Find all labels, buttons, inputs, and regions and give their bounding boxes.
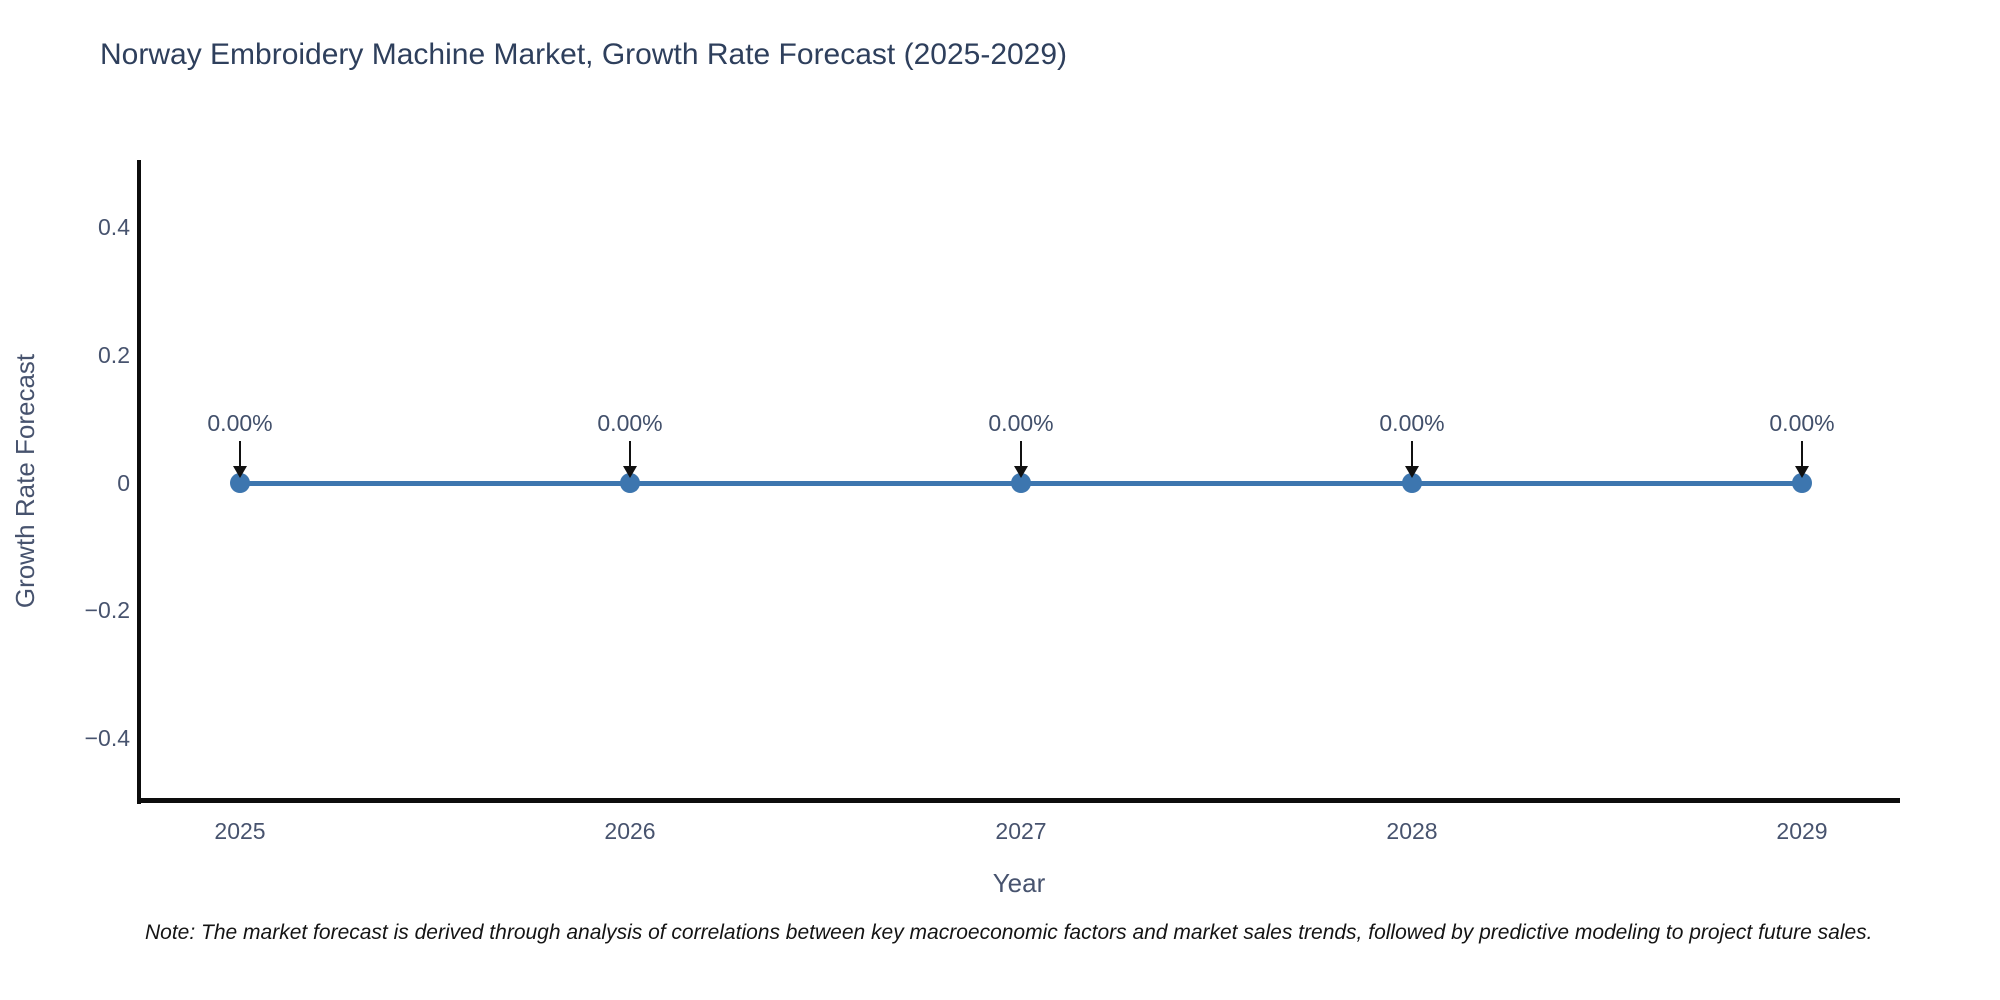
data-point-marker (1011, 473, 1031, 493)
x-tick-label: 2029 (1776, 818, 1828, 844)
y-tick-label: 0 (117, 470, 130, 496)
annotation-label: 0.00% (1769, 410, 1835, 436)
y-tick-label: −0.4 (84, 725, 130, 751)
y-tick-label: −0.2 (84, 597, 130, 623)
x-tick-label: 2025 (214, 818, 266, 844)
x-axis-line (137, 798, 1900, 803)
y-tick-label: 0.4 (98, 214, 130, 240)
annotation-arrow-head-icon (1405, 466, 1419, 478)
annotation-arrow-stem (1411, 441, 1413, 467)
annotation-arrow-stem (1801, 441, 1803, 467)
annotation-arrow-stem (629, 441, 631, 467)
data-point-marker (1792, 473, 1812, 493)
annotation-arrow-stem (239, 441, 241, 467)
annotation-arrow-head-icon (1795, 466, 1809, 478)
annotation-arrow-head-icon (233, 466, 247, 478)
y-tick-label: 0.2 (98, 342, 130, 368)
data-point-marker (230, 473, 250, 493)
data-point-marker (620, 473, 640, 493)
y-axis-line (137, 160, 141, 804)
annotation-label: 0.00% (1379, 410, 1445, 436)
annotation-label: 0.00% (207, 410, 273, 436)
annotation-label: 0.00% (988, 410, 1054, 436)
x-tick-label: 2028 (1386, 818, 1438, 844)
x-tick-label: 2027 (995, 818, 1047, 844)
annotation-arrow-stem (1020, 441, 1022, 467)
annotation-arrow-head-icon (623, 466, 637, 478)
annotation-label: 0.00% (597, 410, 663, 436)
x-tick-label: 2026 (604, 818, 656, 844)
annotation-arrow-head-icon (1014, 466, 1028, 478)
data-point-marker (1402, 473, 1422, 493)
chart-title: Norway Embroidery Machine Market, Growth… (100, 38, 1068, 71)
footnote: Note: The market forecast is derived thr… (145, 921, 1873, 944)
x-axis-title: Year (992, 868, 1046, 898)
